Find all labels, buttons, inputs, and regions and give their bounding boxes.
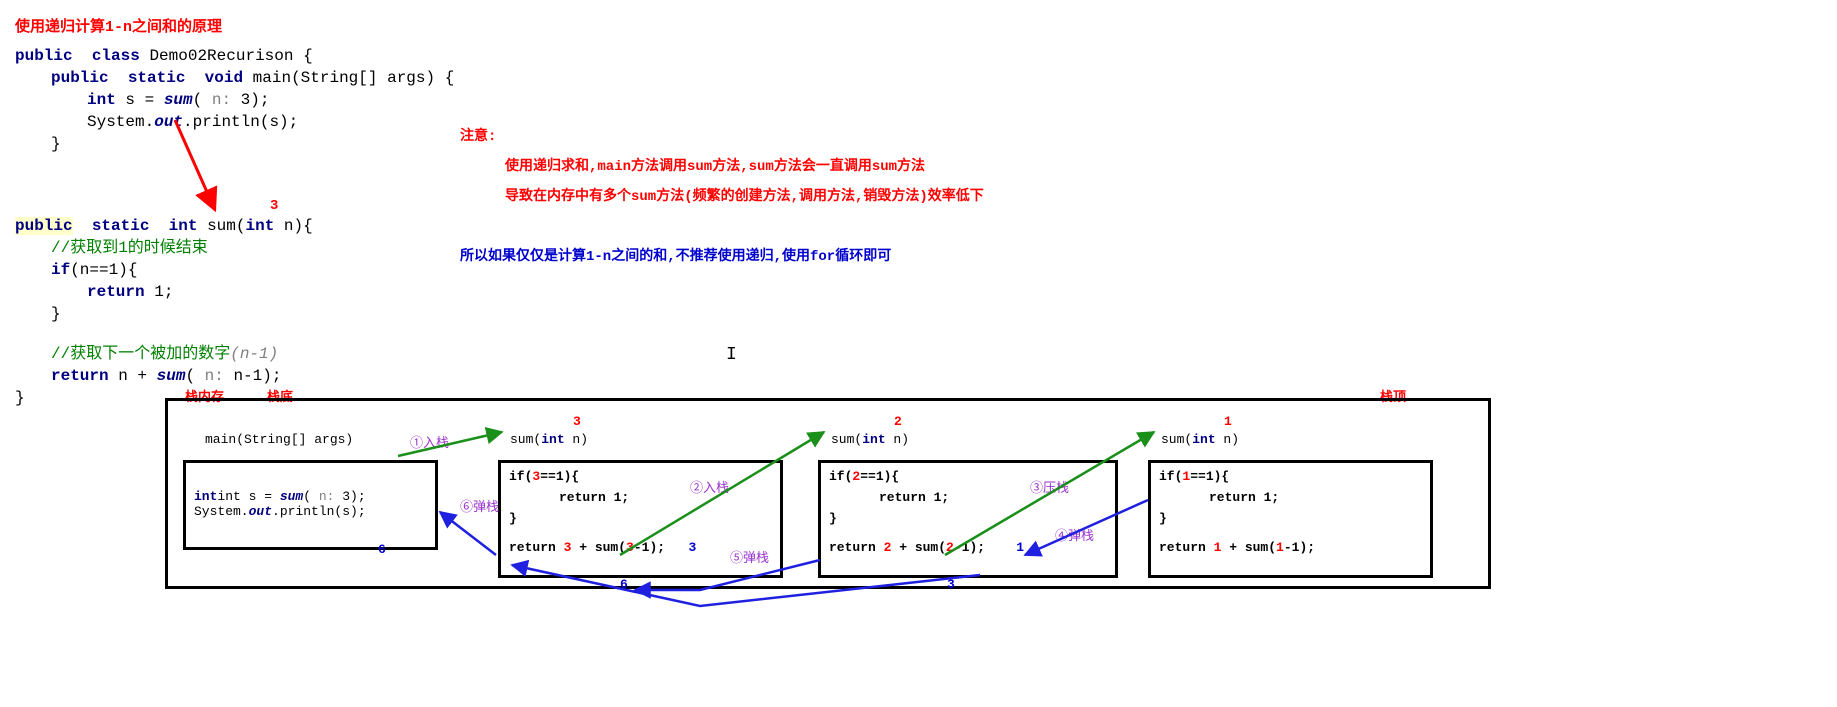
arrows-layer (0, 0, 1837, 707)
